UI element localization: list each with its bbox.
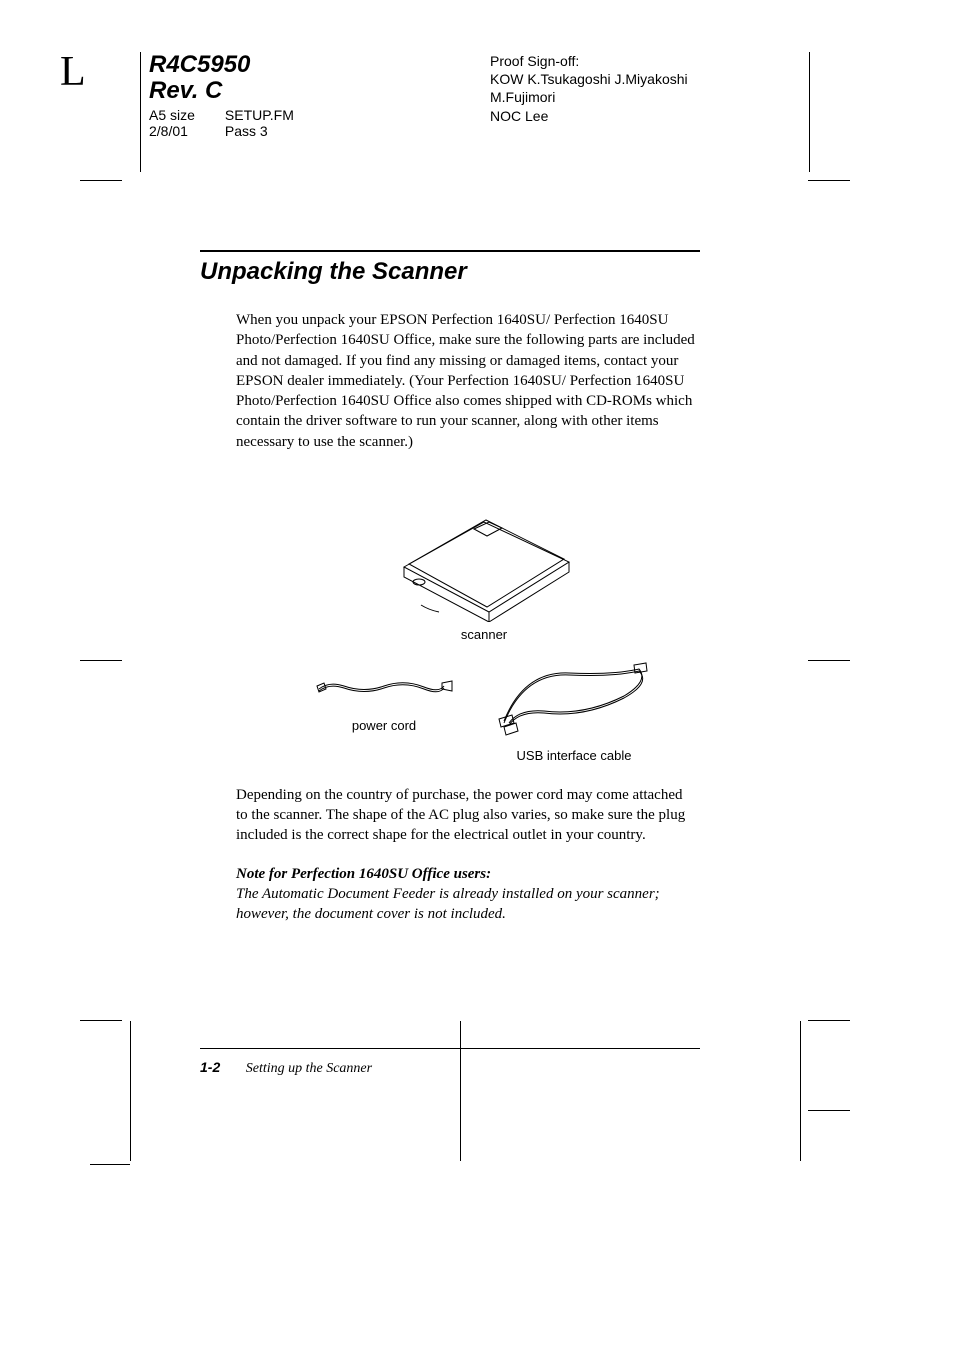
note-body: The Automatic Document Feeder is already… — [236, 886, 660, 922]
illustrations-block: scanner power cord — [272, 472, 696, 765]
footer-rule — [200, 1048, 700, 1049]
crop-mark — [460, 1021, 461, 1161]
doc-date: 2/8/01 — [149, 123, 195, 139]
doc-revision: Rev. C — [149, 78, 480, 104]
proof-signoff: Proof Sign-off: KOW K.Tsukagoshi J.Miyak… — [490, 52, 810, 172]
doc-code: R4C5950 — [149, 52, 480, 78]
scanner-illustration — [374, 472, 594, 622]
page-side-letter: L — [60, 48, 86, 96]
doc-file: SETUP.FM — [225, 107, 294, 123]
proof-label: Proof Sign-off: — [490, 52, 801, 70]
main-content: Unpacking the Scanner When you unpack yo… — [200, 250, 700, 924]
crop-mark — [800, 1021, 801, 1161]
page-number: 1-2 — [200, 1059, 220, 1075]
proof-line-2: M.Fujimori — [490, 88, 801, 106]
usb-cable-caption: USB interface cable — [517, 747, 632, 765]
crop-tick — [80, 1020, 122, 1021]
doc-pass: Pass 3 — [225, 123, 294, 139]
crop-tick — [808, 1020, 850, 1021]
doc-size: A5 size — [149, 107, 195, 123]
power-cord-caption: power cord — [352, 717, 416, 735]
crop-tick — [808, 660, 850, 661]
section-rule — [200, 250, 700, 252]
proof-line-1: KOW K.Tsukagoshi J.Miyakoshi — [490, 70, 801, 88]
crop-tick — [808, 180, 850, 181]
note-block: Note for Perfection 1640SU Office users:… — [236, 864, 696, 925]
proof-line-3: NOC Lee — [490, 107, 801, 125]
intro-paragraph: When you unpack your EPSON Perfection 16… — [236, 310, 696, 452]
section-title: Unpacking the Scanner — [200, 258, 700, 286]
usb-cable-illustration — [494, 661, 654, 741]
power-cord-illustration — [314, 661, 454, 711]
crop-mark — [130, 1021, 131, 1161]
note-heading: Note for Perfection 1640SU Office users: — [236, 866, 491, 882]
scanner-caption: scanner — [272, 626, 696, 644]
crop-tick — [80, 180, 122, 181]
crop-tick — [80, 660, 122, 661]
power-cord-paragraph: Depending on the country of purchase, th… — [236, 785, 696, 846]
footer-section-title: Setting up the Scanner — [246, 1061, 372, 1076]
page-footer: 1-2 Setting up the Scanner — [200, 1048, 700, 1077]
crop-tick — [808, 1110, 850, 1111]
doc-header: R4C5950 Rev. C A5 size 2/8/01 SETUP.FM P… — [140, 52, 480, 172]
